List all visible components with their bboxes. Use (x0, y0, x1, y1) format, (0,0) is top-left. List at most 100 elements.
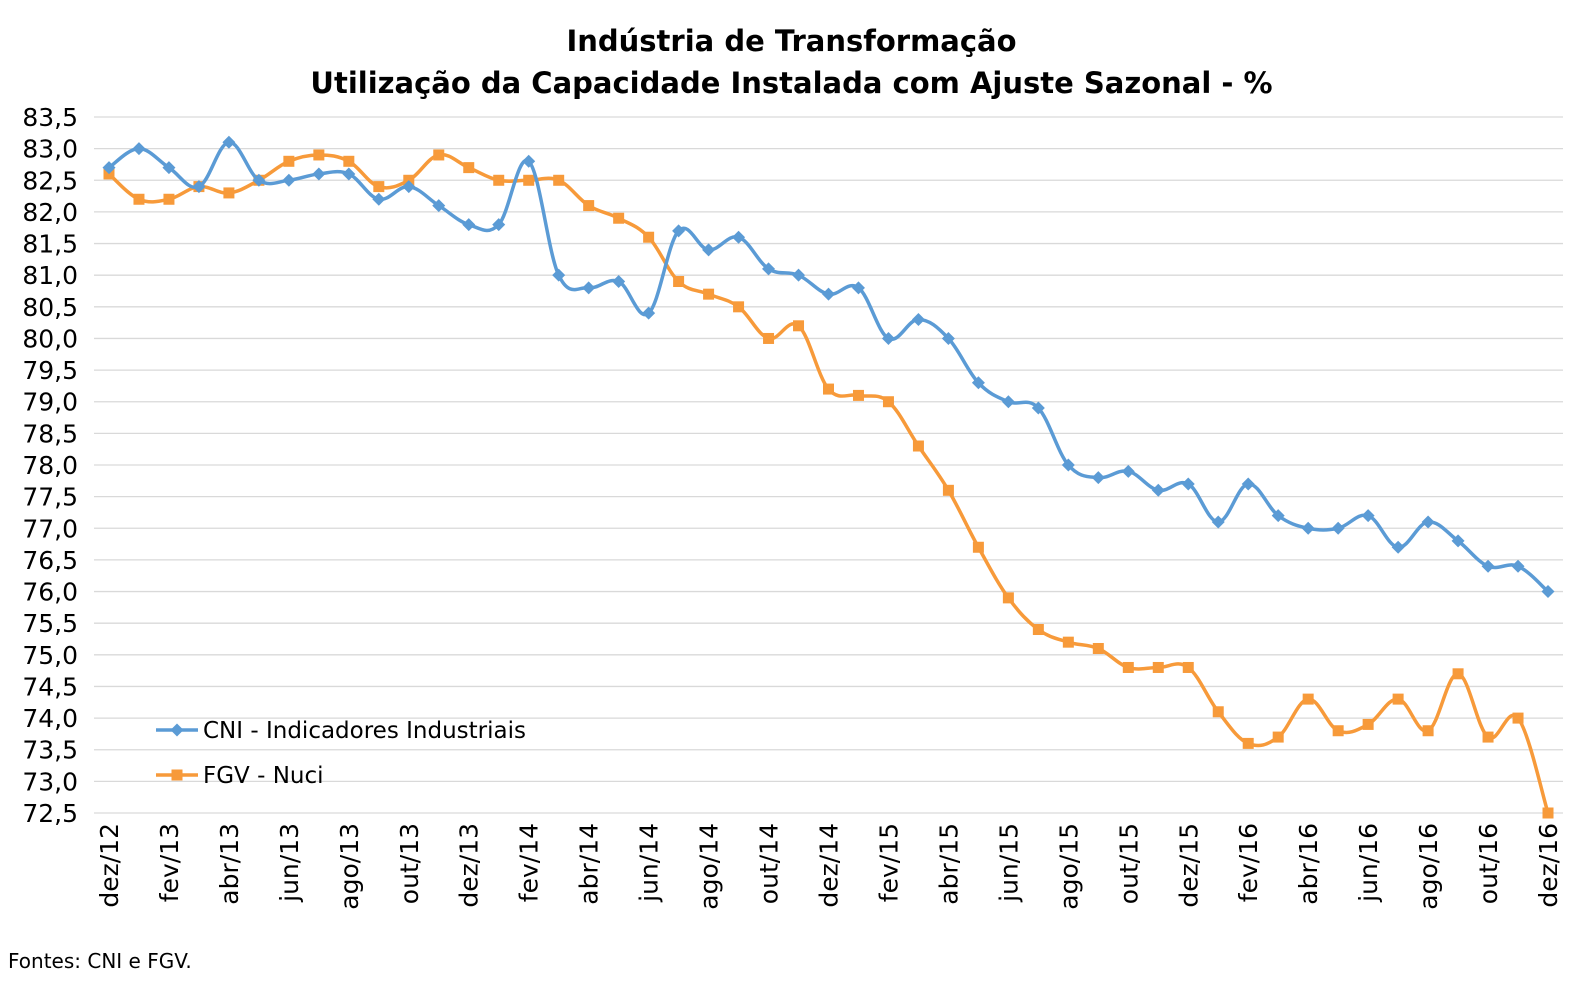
y-axis-ticks: 72,5 73,073,5 74,0 74,575,0 75,576,0 76,5 77,0… (22, 103, 78, 828)
data-point (343, 155, 355, 167)
x-tick-label: abr/14 (575, 823, 604, 905)
data-point (672, 224, 686, 238)
data-point (703, 288, 715, 300)
x-axis-ticks: dez/12 fev/13 abr/13 jun/13 ago/13 out/13 dez/… (95, 823, 1563, 910)
data-point (1451, 534, 1465, 548)
x-tick-label: dez/15 (1174, 823, 1203, 908)
data-point (733, 301, 745, 313)
legend-item: CNI - Indicadores Industriais (156, 718, 526, 744)
y-tick-label: 75,0 (22, 641, 78, 670)
series-line (107, 140, 1550, 593)
data-point (613, 212, 625, 224)
x-tick-label: dez/14 (815, 823, 844, 908)
x-tick-label: fev/13 (155, 823, 184, 902)
data-point (1241, 477, 1255, 491)
chart-subtitle: Utilização da Capacidade Instalada com A… (310, 66, 1273, 100)
data-point (1211, 515, 1225, 529)
y-tick-label: 77,5 (22, 483, 78, 512)
data-point (972, 541, 984, 553)
data-point (732, 230, 746, 244)
data-point (492, 218, 506, 232)
data-point (1151, 483, 1165, 497)
data-point (882, 396, 894, 408)
data-point (1122, 661, 1134, 673)
y-tick-label: 81,0 (22, 261, 78, 290)
data-point (1271, 509, 1285, 523)
data-point (1331, 521, 1345, 535)
x-tick-label: fev/14 (515, 823, 544, 902)
x-tick-label: dez/16 (1534, 823, 1563, 908)
data-point (792, 268, 806, 282)
x-tick-label: abr/16 (1294, 823, 1323, 905)
legend-marker (170, 723, 184, 737)
series-line (107, 152, 1550, 814)
x-tick-label: out/13 (395, 823, 424, 904)
x-tick-label: fev/15 (874, 823, 903, 902)
series (102, 135, 1555, 819)
x-tick-label: out/15 (1114, 823, 1143, 904)
data-point (522, 154, 536, 168)
x-tick-label: abr/13 (215, 823, 244, 905)
gridlines (94, 116, 1563, 814)
y-tick-label: 72,5 (22, 799, 78, 828)
data-point (133, 193, 145, 205)
data-point (523, 174, 535, 186)
data-point (1541, 585, 1555, 599)
y-tick-label: 83,0 (22, 135, 78, 164)
data-point (583, 200, 595, 212)
data-point (1152, 661, 1164, 673)
data-point (1362, 718, 1374, 730)
legend-item: FGV - Nuci (156, 763, 324, 789)
x-tick-label: ago/14 (695, 823, 724, 910)
y-tick-label: 82,0 (22, 198, 78, 227)
y-tick-label: 76,5 (22, 546, 78, 575)
data-point (971, 376, 985, 390)
data-point (793, 320, 805, 332)
data-point (941, 331, 955, 345)
y-tick-label: 81,5 (22, 230, 78, 259)
data-point (643, 231, 655, 243)
y-tick-label: 79,5 (22, 356, 78, 385)
y-tick-label: 79,0 (22, 388, 78, 417)
x-tick-label: out/16 (1474, 823, 1503, 904)
data-point (1481, 559, 1495, 573)
legend-label: CNI - Indicadores Industriais (203, 718, 526, 744)
x-tick-label: dez/13 (455, 823, 484, 908)
data-point (912, 440, 924, 452)
data-point (432, 199, 446, 213)
data-point (132, 142, 146, 156)
data-point (911, 312, 925, 326)
data-point (642, 306, 656, 320)
data-point (552, 268, 566, 282)
y-tick-label: 83,5 (22, 103, 78, 132)
data-point (102, 161, 116, 175)
data-point (402, 180, 416, 194)
data-point (1092, 642, 1104, 654)
y-tick-label: 75,5 (22, 609, 78, 638)
data-point (823, 383, 834, 395)
data-point (252, 173, 266, 187)
data-point (553, 174, 565, 186)
data-point (1332, 725, 1344, 737)
data-point (1242, 737, 1254, 749)
data-point (1061, 458, 1075, 472)
data-point (1392, 693, 1404, 705)
x-tick-label: ago/13 (335, 823, 364, 910)
data-point (1542, 807, 1554, 819)
y-tick-label: 76,0 (22, 578, 78, 607)
data-point (1062, 636, 1074, 648)
data-point (1181, 477, 1195, 491)
x-tick-label: jun/14 (635, 823, 664, 903)
legend-label: FGV - Nuci (203, 763, 324, 789)
data-point (1512, 712, 1524, 724)
data-point (312, 167, 326, 181)
data-point (313, 149, 325, 161)
data-point (1091, 471, 1105, 485)
x-tick-label: jun/13 (275, 823, 304, 903)
data-point (1422, 725, 1434, 737)
data-point (1182, 661, 1194, 673)
data-point (1212, 706, 1224, 718)
data-point (1391, 540, 1405, 554)
data-point (163, 193, 175, 205)
y-tick-label: 78,5 (22, 419, 78, 448)
